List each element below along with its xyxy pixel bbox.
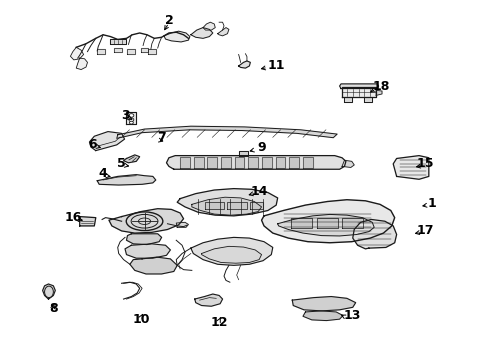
Polygon shape bbox=[42, 284, 55, 299]
Text: 13: 13 bbox=[343, 309, 360, 322]
Text: 15: 15 bbox=[415, 157, 433, 170]
Polygon shape bbox=[177, 189, 277, 216]
Circle shape bbox=[129, 121, 133, 124]
Polygon shape bbox=[248, 157, 258, 168]
Polygon shape bbox=[126, 112, 136, 125]
Text: 6: 6 bbox=[88, 138, 97, 150]
Ellipse shape bbox=[44, 286, 53, 298]
Polygon shape bbox=[163, 31, 189, 42]
Polygon shape bbox=[341, 87, 375, 97]
Polygon shape bbox=[341, 160, 353, 167]
Polygon shape bbox=[109, 209, 183, 233]
Polygon shape bbox=[217, 28, 228, 36]
Text: 9: 9 bbox=[257, 141, 265, 154]
Polygon shape bbox=[148, 49, 156, 54]
Polygon shape bbox=[392, 156, 428, 179]
Polygon shape bbox=[97, 175, 156, 185]
Text: 12: 12 bbox=[210, 316, 227, 329]
Polygon shape bbox=[289, 157, 299, 168]
Polygon shape bbox=[363, 97, 371, 102]
Polygon shape bbox=[261, 200, 394, 243]
Polygon shape bbox=[339, 84, 378, 89]
Polygon shape bbox=[166, 156, 345, 169]
Polygon shape bbox=[201, 246, 261, 263]
Polygon shape bbox=[114, 48, 122, 52]
Polygon shape bbox=[190, 28, 212, 39]
Text: 16: 16 bbox=[64, 211, 81, 224]
Polygon shape bbox=[204, 202, 224, 210]
Polygon shape bbox=[341, 219, 362, 228]
Polygon shape bbox=[130, 257, 177, 274]
Text: 5: 5 bbox=[117, 157, 126, 170]
Polygon shape bbox=[176, 222, 188, 227]
Polygon shape bbox=[141, 48, 148, 52]
Text: 17: 17 bbox=[415, 224, 433, 237]
Text: 10: 10 bbox=[132, 312, 149, 326]
Polygon shape bbox=[290, 218, 311, 228]
Polygon shape bbox=[238, 151, 248, 156]
Polygon shape bbox=[97, 49, 104, 54]
Polygon shape bbox=[250, 202, 263, 210]
Polygon shape bbox=[194, 294, 222, 306]
Polygon shape bbox=[203, 22, 215, 30]
Polygon shape bbox=[352, 220, 396, 249]
Polygon shape bbox=[180, 157, 189, 168]
Text: 2: 2 bbox=[164, 14, 173, 27]
Text: 4: 4 bbox=[99, 167, 107, 180]
Text: 3: 3 bbox=[121, 109, 129, 122]
Polygon shape bbox=[127, 49, 135, 54]
Polygon shape bbox=[80, 217, 96, 226]
Text: 8: 8 bbox=[49, 302, 58, 315]
Polygon shape bbox=[123, 155, 140, 163]
Text: 11: 11 bbox=[267, 59, 285, 72]
Polygon shape bbox=[275, 157, 285, 168]
Polygon shape bbox=[344, 97, 351, 102]
Polygon shape bbox=[375, 90, 381, 95]
Text: 18: 18 bbox=[371, 80, 389, 93]
Polygon shape bbox=[303, 311, 342, 320]
Polygon shape bbox=[70, 47, 83, 60]
Polygon shape bbox=[227, 202, 246, 210]
Polygon shape bbox=[277, 215, 373, 236]
Polygon shape bbox=[117, 126, 336, 138]
Polygon shape bbox=[292, 297, 355, 311]
Polygon shape bbox=[221, 157, 230, 168]
Polygon shape bbox=[193, 157, 203, 168]
Circle shape bbox=[129, 118, 134, 122]
Polygon shape bbox=[125, 244, 170, 258]
Text: 1: 1 bbox=[427, 197, 436, 210]
Polygon shape bbox=[238, 61, 250, 68]
Polygon shape bbox=[110, 40, 126, 44]
Polygon shape bbox=[303, 157, 312, 168]
Polygon shape bbox=[316, 218, 337, 228]
Polygon shape bbox=[76, 58, 87, 69]
Polygon shape bbox=[191, 197, 261, 215]
Polygon shape bbox=[190, 237, 272, 265]
Circle shape bbox=[129, 114, 134, 117]
Polygon shape bbox=[262, 157, 271, 168]
Polygon shape bbox=[234, 157, 244, 168]
Polygon shape bbox=[89, 132, 124, 150]
Polygon shape bbox=[207, 157, 217, 168]
Polygon shape bbox=[126, 234, 161, 244]
Text: 7: 7 bbox=[157, 131, 165, 144]
Text: 14: 14 bbox=[250, 185, 267, 198]
